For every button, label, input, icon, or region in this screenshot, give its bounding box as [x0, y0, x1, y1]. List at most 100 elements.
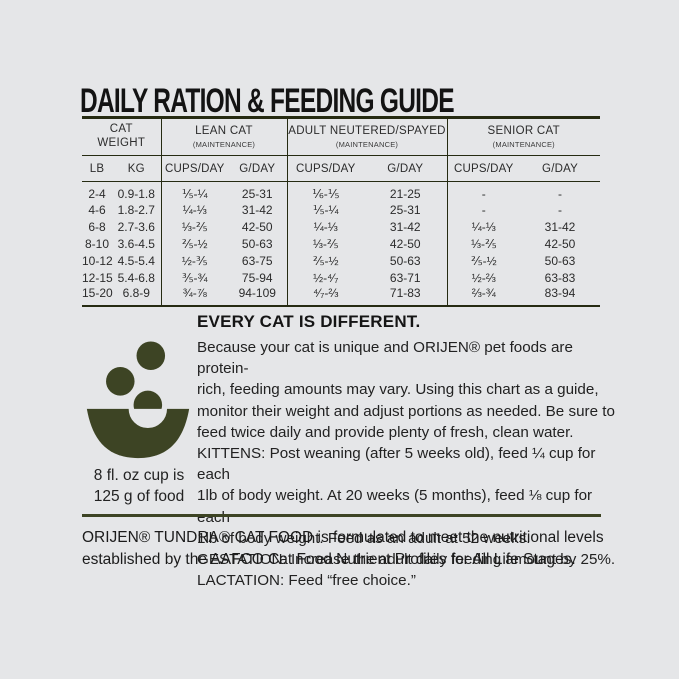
feeding-guide-table-wrap: CAT WEIGHT LEAN CAT (MAINTENANCE) ADULT NEU…: [82, 116, 601, 307]
table-cell: 31-42: [544, 219, 576, 234]
table-cell: 10-12: [82, 253, 113, 268]
table-row: 12-15 5.4-6.8 ⅗-¾ 75-94 ½-⁴⁄₇ 63-71 ½-⅔ 63-83: [82, 269, 600, 286]
table-cell: 2.7-3.6: [117, 219, 155, 234]
table-body: 2-4 0.9-1.8 ⅕-¼ 25-31 ⅙-⅕ 21-25- -4-6 1.8-2.7 ¼-…: [82, 181, 600, 306]
column-group-adult-neutered-spayed: ADULT NEUTERED/SPAYED (MAINTENANCE): [286, 117, 448, 156]
table-cell: 50-63: [544, 253, 576, 268]
table-cell: 83-94: [544, 286, 576, 300]
table-header: CAT WEIGHT LEAN CAT (MAINTENANCE) ADULT NEU…: [82, 117, 601, 182]
table-cell: ½-⁴⁄₇: [286, 269, 364, 286]
table-cell: 31-42: [389, 219, 421, 234]
table-cell: ⅙-⅕: [286, 181, 364, 201]
table-cell: 1.8-2.7: [117, 202, 155, 217]
table-cell: 6-8: [88, 219, 106, 234]
table-row: 6-8 2.7-3.6 ⅓-⅖ 42-50 ¼-⅓ 31-42 ¼-⅓ 31-42: [82, 218, 600, 235]
table-cell: 5.4-6.8: [117, 270, 155, 285]
column-header: KG: [112, 155, 161, 182]
table-cell: 50-63: [389, 253, 421, 268]
table-cell: -: [558, 202, 563, 217]
table-cell: ¾-⅞: [160, 286, 228, 306]
table-cell: 50-63: [241, 236, 273, 251]
table-cell: 63-75: [241, 253, 273, 268]
table-cell: 71-83: [389, 286, 421, 300]
table-cell: 25-31: [389, 202, 421, 217]
info-line: Because your cat is unique and ORIJEN® p…: [197, 339, 573, 378]
table-cell: 63-71: [389, 270, 421, 285]
column-header: G/DAY: [228, 155, 287, 182]
table-cell: 75-94: [241, 270, 273, 285]
table-cell: 12-15: [82, 270, 113, 285]
footer-divider: [82, 514, 601, 517]
table-cell: ¼-⅓: [286, 218, 364, 235]
table-cell: 42-50: [544, 236, 576, 251]
info-line: 1lb of body weight. Feed as an adult at …: [197, 529, 531, 547]
table-cell: 42-50: [241, 219, 273, 234]
table-cell: ½-⅔: [446, 269, 521, 286]
cup-note-line1: 8 fl. oz cup is: [93, 467, 185, 484]
table-subheader-row: LB KG CUPS/DAY G/DAY CUPS/DAY G/DAY CUPS/DAY G/…: [82, 155, 601, 182]
table-cell: 4.5-5.4: [117, 253, 155, 268]
info-line: KITTENS: Post weaning (after 5 weeks old…: [197, 445, 596, 484]
table-cell: 21-25: [389, 187, 421, 201]
column-group-senior-cat: SENIOR CAT (MAINTENANCE): [446, 117, 601, 156]
info-line: rich, feeding amounts may vary. Using th…: [197, 381, 599, 399]
table-cell: ⅓-⅖: [160, 218, 228, 235]
info-line: LACTATION: Feed “free choice.”: [197, 572, 416, 590]
table-cell: -: [446, 201, 521, 218]
table-group-header-row: CAT WEIGHT LEAN CAT (MAINTENANCE) ADULT NEU…: [82, 117, 601, 156]
table-cell: ⅓-⅖: [286, 235, 364, 252]
table-row: 4-6 1.8-2.7 ¼-⅓ 31-42 ⅕-¼ 25-31 - -: [82, 201, 600, 218]
page-title: DAILY RATION & FEEDING GUIDE: [80, 82, 455, 120]
table-cell: 15-20: [82, 286, 113, 300]
table-cell: ¼-⅓: [446, 218, 521, 235]
info-paragraph: Because your cat is unique and ORIJEN® p…: [197, 337, 617, 591]
footer-note: ORIJEN® TUNDRA® CAT FOOD is formulated t…: [82, 527, 612, 571]
table-row: 15-20 6.8-9 ¾-⅞ 94-109 ⁴⁄₇-⅔ 71-83 ⅔-¾ 83-94: [82, 286, 600, 306]
column-header: CUPS/DAY: [160, 155, 228, 182]
table-cell: -: [558, 187, 563, 201]
table-cell: ⁴⁄₇-⅔: [286, 286, 364, 306]
table-row: 10-12 4.5-5.4 ½-⅗ 63-75 ⅖-½ 50-63 ⅖-½ 50-63: [82, 252, 600, 269]
table-cell: 25-31: [241, 187, 273, 201]
table-cell: 8-10: [84, 236, 110, 251]
footer-line: established by the AAFCO Cat Food Nutrie…: [82, 551, 576, 568]
table-cell: ⅗-¾: [160, 269, 228, 286]
table-row: 2-4 0.9-1.8 ⅕-¼ 25-31 ⅙-⅕ 21-25 - -: [82, 181, 600, 201]
table-cell: ⅕-¼: [286, 201, 364, 218]
table-cell: ½-⅗: [160, 252, 228, 269]
table-cell: ⅓-⅖: [446, 235, 521, 252]
table-cell: 0.9-1.8: [117, 187, 155, 201]
info-heading: EVERY CAT IS DIFFERENT.: [197, 312, 421, 331]
table-cell: 31-42: [241, 202, 273, 217]
food-bowl-with-kibble-icon: [86, 341, 190, 459]
table-cell: 4-6: [88, 202, 106, 217]
info-line: 1lb of body weight. At 20 weeks (5 month…: [197, 487, 593, 526]
table-cell: 2-4: [88, 187, 106, 201]
feeding-guide-table: CAT WEIGHT LEAN CAT (MAINTENANCE) ADULT NEU…: [82, 116, 601, 307]
table-cell: 6.8-9: [122, 286, 150, 300]
table-cell: ⅔-¾: [446, 286, 521, 306]
table-cell: ⅖-½: [286, 252, 364, 269]
info-line: monitor their weight and adjust portions…: [197, 402, 615, 420]
table-cell: -: [446, 181, 521, 201]
column-header: LB: [82, 155, 112, 182]
table-cell: ⅕-¼: [160, 181, 228, 201]
cup-note-line2: 125 g of food: [93, 487, 185, 505]
column-group-cat-weight: CAT WEIGHT: [82, 117, 161, 156]
info-line: feed twice daily and provide plenty of f…: [197, 423, 574, 441]
cup-measure-note: 8 fl. oz cup is 125 g of food: [70, 466, 208, 507]
table-row: 8-10 3.6-4.5 ⅖-½ 50-63 ⅓-⅖ 42-50 ⅓-⅖ 42-50: [82, 235, 600, 252]
table-cell: 42-50: [389, 236, 421, 251]
column-header: CUPS/DAY: [446, 155, 521, 182]
table-cell: 3.6-4.5: [117, 236, 155, 251]
footer-line: ORIJEN® TUNDRA® CAT FOOD is formulated t…: [82, 529, 604, 546]
info-line: GESTATION: Increase the adult daily feed…: [197, 551, 616, 569]
column-header: G/DAY: [364, 155, 448, 182]
column-group-lean-cat: LEAN CAT (MAINTENANCE): [160, 117, 287, 156]
column-header: G/DAY: [520, 155, 601, 182]
table-cell: ⅖-½: [446, 252, 521, 269]
table-cell: ⅖-½: [160, 235, 228, 252]
column-header: CUPS/DAY: [286, 155, 364, 182]
table-cell: 94-109: [238, 286, 276, 300]
